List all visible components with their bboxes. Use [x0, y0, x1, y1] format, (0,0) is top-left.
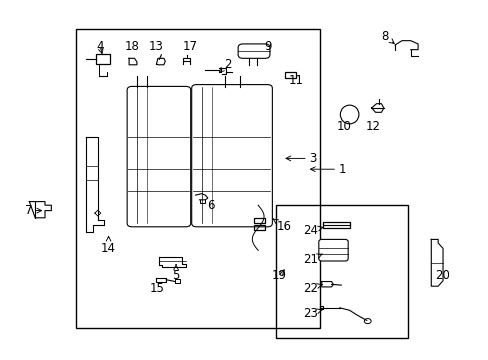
Text: 20: 20 [434, 269, 449, 282]
Text: 16: 16 [272, 219, 291, 233]
Text: 7: 7 [24, 204, 41, 217]
Text: 10: 10 [336, 120, 350, 132]
Text: 22: 22 [303, 282, 322, 294]
Bar [276, 205, 407, 338]
Text: 12: 12 [365, 120, 380, 132]
Text: 21: 21 [303, 253, 322, 266]
Text: 18: 18 [124, 40, 139, 53]
Bar [254, 225, 264, 230]
Circle shape [364, 319, 370, 324]
Text: 9: 9 [264, 40, 271, 53]
Text: 6: 6 [207, 199, 215, 212]
Text: 17: 17 [182, 40, 197, 53]
Text: 4: 4 [96, 40, 104, 54]
Bar [285, 72, 295, 78]
Text: 13: 13 [149, 40, 163, 53]
FancyBboxPatch shape [191, 85, 272, 227]
Text: 19: 19 [271, 269, 285, 282]
Text: 3: 3 [285, 152, 316, 165]
Bar [254, 218, 264, 223]
Text: 23: 23 [303, 307, 322, 320]
Text: 14: 14 [101, 237, 116, 255]
FancyBboxPatch shape [238, 44, 269, 58]
Text: 11: 11 [288, 75, 303, 87]
FancyBboxPatch shape [318, 239, 347, 261]
Bar [76, 29, 320, 328]
Text: 2: 2 [219, 58, 231, 72]
Bar [96, 54, 109, 64]
Text: 5: 5 [172, 265, 180, 282]
Text: 15: 15 [150, 282, 164, 294]
FancyBboxPatch shape [127, 86, 190, 227]
Text: 1: 1 [310, 163, 346, 176]
Text: 24: 24 [303, 224, 322, 237]
Ellipse shape [340, 105, 358, 124]
Bar [322, 222, 349, 228]
Text: 8: 8 [380, 30, 393, 44]
